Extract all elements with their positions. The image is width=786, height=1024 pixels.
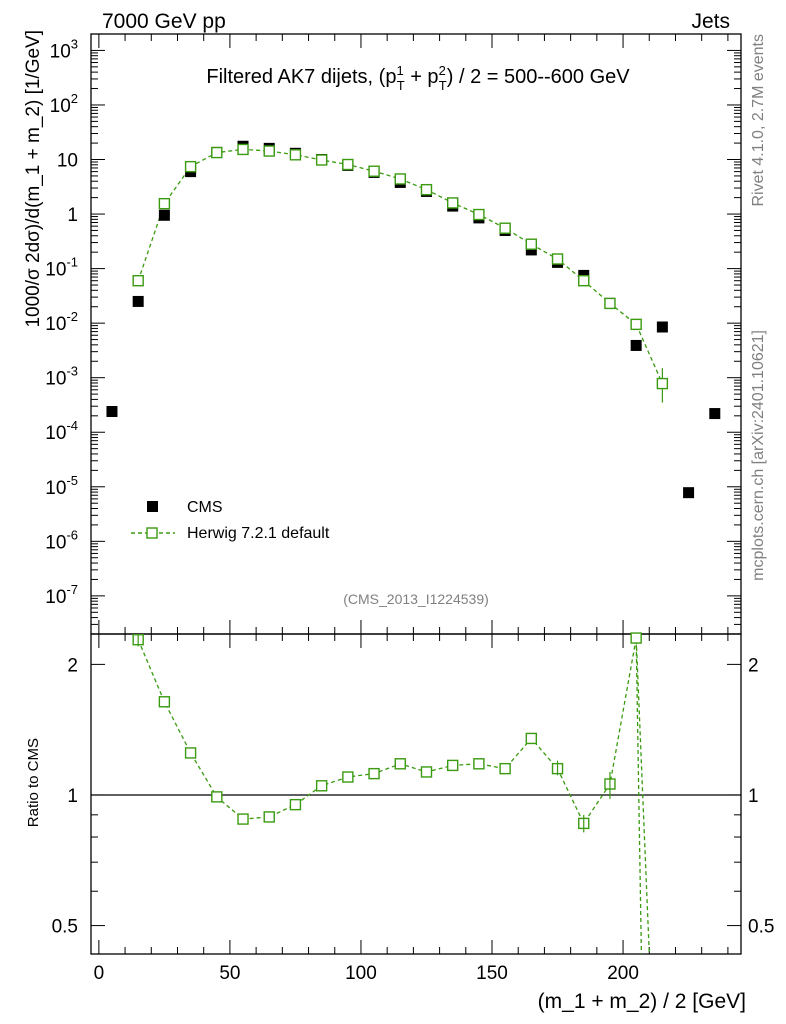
cms-point [656,321,668,333]
mc-point [184,160,197,173]
side-label-top: Rivet 4.1.0, 2.7M events [750,34,767,207]
header-right: Jets [691,10,730,33]
ratio-y-tick-label-right: 0.5 [748,917,774,938]
ratio-frame [90,633,742,955]
y-tick-label: 10-3 [45,364,78,390]
x-tick-label: 200 [607,963,639,984]
ratio-point [211,791,223,803]
mc-point [420,183,433,196]
y-tick-label: 10-6 [45,527,78,553]
y-tick-label: 10-1 [45,255,78,281]
analysis-id: (CMS_2013_I1224539) [343,591,489,607]
plot-title: Filtered AK7 dijets, (p1 T + p2 T) / 2 = 5… [206,63,630,93]
ratio-point [525,732,538,745]
y-tick-label: 103 [50,36,78,62]
y-tick-label: 10-5 [45,473,78,499]
mc-point [289,149,302,161]
legend-mc-label: Herwig 7.2.1 default [187,525,330,542]
legend-cms-marker [147,501,158,512]
chart-marks [106,140,721,955]
cms-point [709,408,721,420]
ratio-y-tick-label-right: 1 [748,786,759,807]
mc-point [630,318,642,331]
legend-cms-label: CMS [187,499,223,516]
main-frame [90,33,742,635]
legend: CMS Herwig 7.2.1 default [131,499,330,542]
mc-point [578,275,590,287]
ratio-point [368,767,380,780]
y-tick-label: 10-2 [45,309,78,335]
y-tick-label: 10 [57,151,78,172]
header-left: 7000 GeV pp [102,10,226,33]
mc-point [394,173,406,185]
ratio-point [446,759,459,772]
mc-point [237,143,249,156]
cms-point [132,295,144,307]
side-label-bottom: mcplots.cern.ch [arXiv:2401.10621] [750,330,767,581]
ratio-point [289,798,302,811]
ratio-y-tick-label: 2 [67,655,78,676]
ratio-point [184,747,197,759]
y-tick-label: 10-4 [45,418,78,444]
mc-point [446,197,459,209]
mc-point [342,158,354,171]
ratio-point [263,811,275,823]
ratio-y-tick-label: 1 [67,786,78,807]
ratio-point [342,771,354,783]
mc-point [525,238,538,250]
mc-point [551,253,564,265]
ratio-point [630,632,642,644]
x-tick-label: 50 [219,963,240,984]
ratio-point [394,758,406,770]
mc-point [211,146,223,159]
ratio-point [499,762,511,775]
ratio-y-tick-label-right: 2 [748,655,759,676]
mc-point [158,197,171,210]
ratio-point [420,766,433,778]
cms-point [106,405,118,417]
cms-point [525,244,537,256]
mc-point [263,145,275,157]
x-tick-label: 0 [94,963,105,984]
ratio-point [158,696,171,708]
cms-point [630,339,642,351]
ratio-point [237,813,249,825]
legend-mc-marker [146,527,158,539]
x-tick-label: 100 [345,963,377,984]
ratio-drop-line [635,637,643,955]
ratio-point [473,758,485,770]
mc-point [315,154,328,166]
mc-point [473,208,485,221]
cms-point [158,209,170,221]
ratio-y-tick-label: 0.5 [52,917,78,938]
mc-point [368,165,380,177]
y-axis-title-bottom: Ratio to CMS [25,738,42,827]
ratio-point [315,780,328,792]
mc-point [132,275,144,287]
y-tick-label: 1 [67,205,78,226]
y-tick-label: 102 [50,91,78,117]
y-axis-title-top: 1000/σ 2dσ)/d(m_1 + m_2) [1/GeV] [23,30,44,328]
y-tick-label: 10-7 [45,582,78,608]
x-tick-label: 150 [476,963,508,984]
mc-point [499,222,511,234]
cms-point [683,487,695,499]
x-axis-title: (m_1 + m_2) / 2 [GeV] [538,990,746,1013]
mc-point [604,297,616,310]
axes: 0 50 100 150 200 10-7 10-6 10-5 10-4 10-3 10-2 10-1… [45,33,774,984]
mc-point [656,377,669,390]
